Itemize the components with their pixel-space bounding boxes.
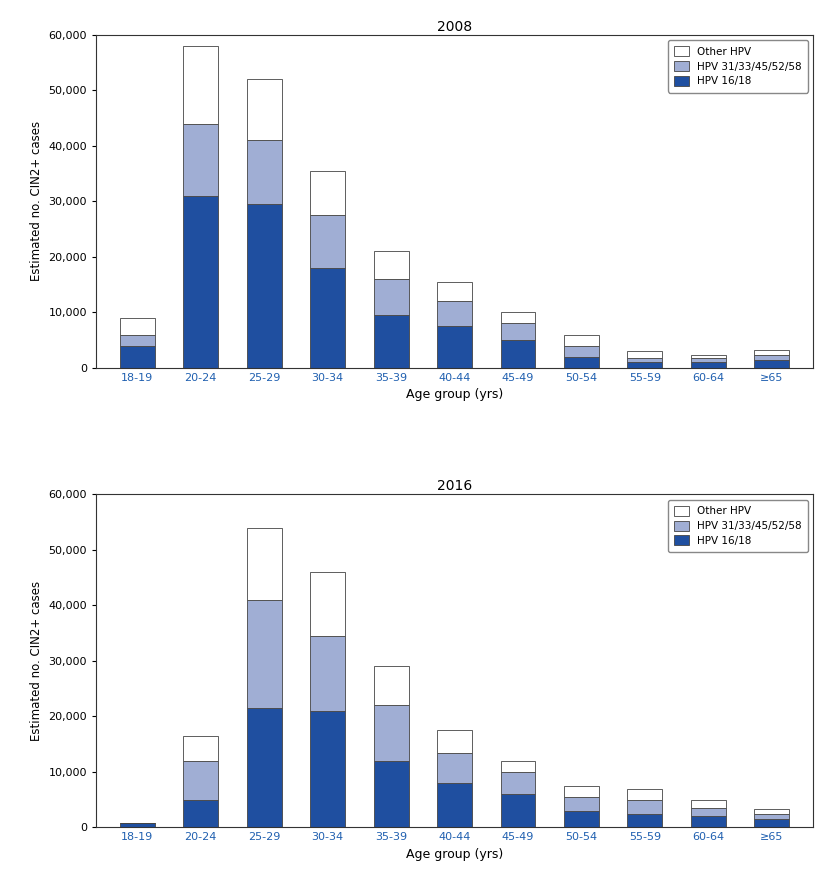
Bar xyxy=(500,340,535,368)
Bar xyxy=(120,346,154,368)
Bar xyxy=(374,315,409,368)
Bar xyxy=(247,140,282,204)
Bar xyxy=(564,797,599,811)
Title: 2016: 2016 xyxy=(437,479,472,493)
Legend: Other HPV, HPV 31/33/45/52/58, HPV 16/18: Other HPV, HPV 31/33/45/52/58, HPV 16/18 xyxy=(668,40,808,92)
Bar xyxy=(183,196,219,368)
Bar xyxy=(310,636,345,711)
Bar xyxy=(374,279,409,315)
Bar xyxy=(564,811,599,827)
Bar xyxy=(437,783,472,827)
Bar xyxy=(500,794,535,827)
Bar xyxy=(247,79,282,140)
Bar xyxy=(247,204,282,368)
Bar xyxy=(627,351,662,358)
Bar xyxy=(500,761,535,772)
Bar xyxy=(310,711,345,827)
Bar xyxy=(755,814,789,819)
X-axis label: Age group (yrs): Age group (yrs) xyxy=(406,847,503,861)
Bar xyxy=(691,359,726,362)
Bar xyxy=(120,318,154,334)
Bar xyxy=(310,215,345,268)
Bar xyxy=(120,334,154,346)
Y-axis label: Estimated no. CIN2+ cases: Estimated no. CIN2+ cases xyxy=(30,581,43,741)
Bar xyxy=(437,730,472,753)
Bar xyxy=(691,354,726,359)
Bar xyxy=(437,282,472,301)
Bar xyxy=(691,816,726,827)
Bar xyxy=(120,823,154,827)
Bar xyxy=(247,708,282,827)
Bar xyxy=(564,334,599,346)
Bar xyxy=(755,350,789,355)
Bar xyxy=(310,572,345,636)
Bar xyxy=(627,358,662,362)
Bar xyxy=(374,252,409,279)
X-axis label: Age group (yrs): Age group (yrs) xyxy=(406,388,503,402)
Y-axis label: Estimated no. CIN2+ cases: Estimated no. CIN2+ cases xyxy=(30,121,43,281)
Bar xyxy=(183,800,219,827)
Bar xyxy=(564,357,599,368)
Bar xyxy=(755,355,789,360)
Bar xyxy=(310,171,345,215)
Title: 2008: 2008 xyxy=(437,20,472,34)
Bar xyxy=(374,761,409,827)
Bar xyxy=(183,124,219,196)
Bar xyxy=(755,819,789,827)
Bar xyxy=(691,808,726,816)
Bar xyxy=(755,809,789,814)
Bar xyxy=(183,761,219,800)
Bar xyxy=(437,327,472,368)
Bar xyxy=(247,528,282,600)
Bar xyxy=(374,706,409,761)
Bar xyxy=(691,362,726,368)
Bar xyxy=(627,788,662,800)
Bar xyxy=(183,736,219,761)
Bar xyxy=(755,360,789,368)
Bar xyxy=(374,666,409,706)
Bar xyxy=(627,800,662,814)
Bar xyxy=(437,753,472,783)
Bar xyxy=(564,786,599,797)
Bar xyxy=(627,814,662,827)
Bar xyxy=(627,362,662,368)
Legend: Other HPV, HPV 31/33/45/52/58, HPV 16/18: Other HPV, HPV 31/33/45/52/58, HPV 16/18 xyxy=(668,500,808,552)
Bar xyxy=(310,268,345,368)
Bar xyxy=(437,301,472,327)
Bar xyxy=(691,800,726,808)
Bar xyxy=(564,346,599,357)
Bar xyxy=(183,46,219,124)
Bar xyxy=(500,772,535,794)
Bar xyxy=(247,600,282,708)
Bar xyxy=(500,323,535,340)
Bar xyxy=(500,313,535,323)
